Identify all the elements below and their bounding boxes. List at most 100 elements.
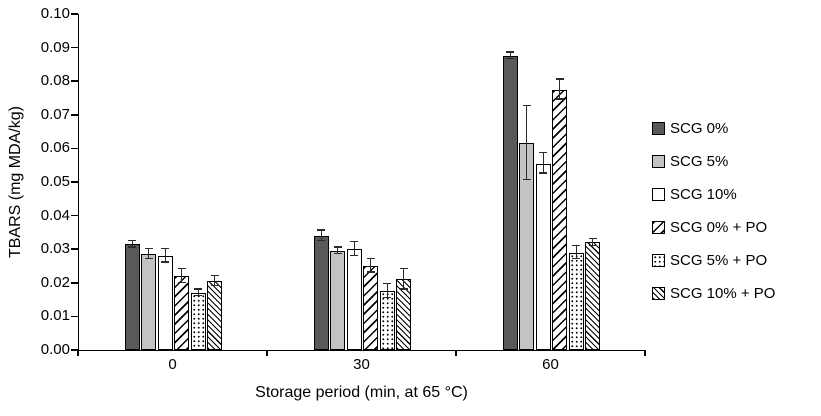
error-bar-cap: [572, 257, 581, 260]
bar-scg-10-po-t0: [207, 281, 223, 350]
y-tick-mark: [71, 282, 78, 284]
legend-swatch-scg-5-po: [652, 254, 665, 267]
y-tick-label: 0.03: [40, 240, 70, 258]
error-bar-cap: [588, 244, 597, 246]
bar-scg-0-po-t60: [552, 89, 568, 350]
legend-item-scg-10: SCG 10%: [652, 186, 775, 203]
legend-swatch-scg-0-po: [652, 221, 665, 234]
error-bar: [148, 249, 150, 260]
error-bar-cap: [210, 284, 219, 287]
error-bar-cap: [522, 105, 531, 107]
y-tick-mark: [71, 46, 78, 49]
y-tick-label: 0.09: [40, 38, 70, 56]
error-bar-cap: [506, 58, 515, 60]
bar-scg-0-t60: [502, 56, 518, 350]
legend-label: SCG 0%: [670, 120, 729, 137]
x-tick-mark: [77, 351, 79, 356]
y-tick-mark: [71, 147, 78, 150]
bar-scg-10-t0: [157, 255, 173, 350]
error-bar: [337, 247, 339, 255]
error-bar-cap: [161, 247, 170, 250]
legend-item-scg-0-po: SCG 0% + PO: [652, 219, 775, 236]
error-bar-cap: [194, 294, 203, 297]
error-bar: [181, 269, 183, 283]
plot-area: [78, 14, 646, 351]
x-tick-mark: [644, 351, 646, 356]
legend-item-scg-5: SCG 5%: [652, 153, 775, 170]
y-tick-mark: [71, 13, 78, 15]
y-tick-label: 0.04: [40, 206, 70, 224]
error-bar-cap: [506, 51, 515, 53]
legend-label: SCG 5% + PO: [670, 252, 768, 269]
y-tick-label: 0.08: [40, 72, 70, 90]
error-bar: [559, 79, 561, 100]
bar-scg-5-t0: [141, 254, 157, 350]
error-bar-cap: [333, 246, 342, 248]
bar-scg-10-po-t30: [396, 279, 412, 350]
error-bar-cap: [317, 229, 326, 231]
y-tick-label: 0.02: [40, 273, 70, 291]
x-tick-label: 0: [168, 356, 177, 373]
legend-swatch-scg-0: [652, 122, 665, 135]
error-bar-cap: [539, 172, 548, 174]
legend-label: SCG 10%: [670, 186, 737, 203]
error-bar-cap: [399, 288, 408, 290]
error-bar: [542, 153, 544, 174]
error-bar: [403, 269, 405, 290]
y-tick-label: 0.10: [40, 5, 70, 22]
error-bar: [526, 106, 528, 181]
y-tick-label: 0.07: [40, 105, 70, 123]
error-bar-cap: [366, 257, 375, 260]
y-tick-mark: [71, 248, 78, 250]
x-tick-mark: [266, 351, 268, 356]
error-bar-cap: [588, 237, 597, 240]
y-tick-mark: [71, 349, 78, 351]
error-bar-cap: [128, 239, 137, 241]
bar-scg-10-po-t60: [585, 242, 601, 350]
error-bar-cap: [350, 254, 359, 256]
legend: SCG 0% SCG 5% SCG 10% SCG 0% + PO SCG 5% + P…: [652, 120, 776, 320]
y-tick-label: 0.01: [40, 307, 70, 325]
error-bar: [214, 276, 216, 287]
error-bar: [164, 249, 166, 263]
error-bar: [592, 239, 594, 246]
legend-swatch-scg-10-po: [652, 287, 665, 300]
error-bar-cap: [399, 268, 408, 270]
y-tick-label: 0.06: [40, 139, 70, 157]
error-bar: [386, 284, 388, 298]
y-tick-mark: [71, 181, 78, 183]
error-bar-cap: [555, 78, 564, 80]
error-bar-cap: [539, 152, 548, 154]
legend-item-scg-0: SCG 0%: [652, 120, 775, 137]
y-tick-mark: [71, 80, 78, 82]
bar-scg-0-po-t0: [174, 276, 190, 350]
bar-scg-10-t60: [535, 163, 551, 350]
legend-label: SCG 10% + PO: [670, 285, 776, 302]
legend-label: SCG 5%: [670, 153, 729, 170]
error-bar-cap: [333, 252, 342, 255]
bar-scg-5-po-t0: [190, 292, 206, 350]
legend-item-scg-5-po: SCG 5% + PO: [652, 252, 775, 269]
x-axis-title: Storage period (min, at 65 °C): [255, 384, 468, 401]
error-bar: [509, 52, 511, 60]
y-tick-mark: [71, 315, 78, 318]
bar-scg-5-po-t30: [379, 291, 395, 350]
error-bar: [197, 289, 199, 297]
error-bar: [575, 245, 577, 260]
bar-scg-0-t0: [124, 244, 140, 350]
y-tick-mark: [71, 114, 78, 116]
bar-scg-5-po-t60: [568, 252, 584, 350]
error-bar-cap: [144, 247, 153, 250]
error-bar-cap: [317, 239, 326, 241]
error-bar: [131, 240, 133, 248]
y-axis-title: TBARS (mg MDA/kg): [7, 105, 24, 259]
error-bar-cap: [522, 179, 531, 181]
y-tick-label: 0.05: [40, 173, 70, 190]
error-bar-cap: [383, 296, 392, 298]
error-bar-cap: [572, 244, 581, 246]
error-bar-cap: [144, 257, 153, 260]
x-tick-mark: [455, 351, 457, 356]
bar-scg-0-t30: [313, 235, 329, 350]
error-bar-cap: [128, 246, 137, 248]
bar-scg-0-po-t30: [363, 266, 379, 350]
